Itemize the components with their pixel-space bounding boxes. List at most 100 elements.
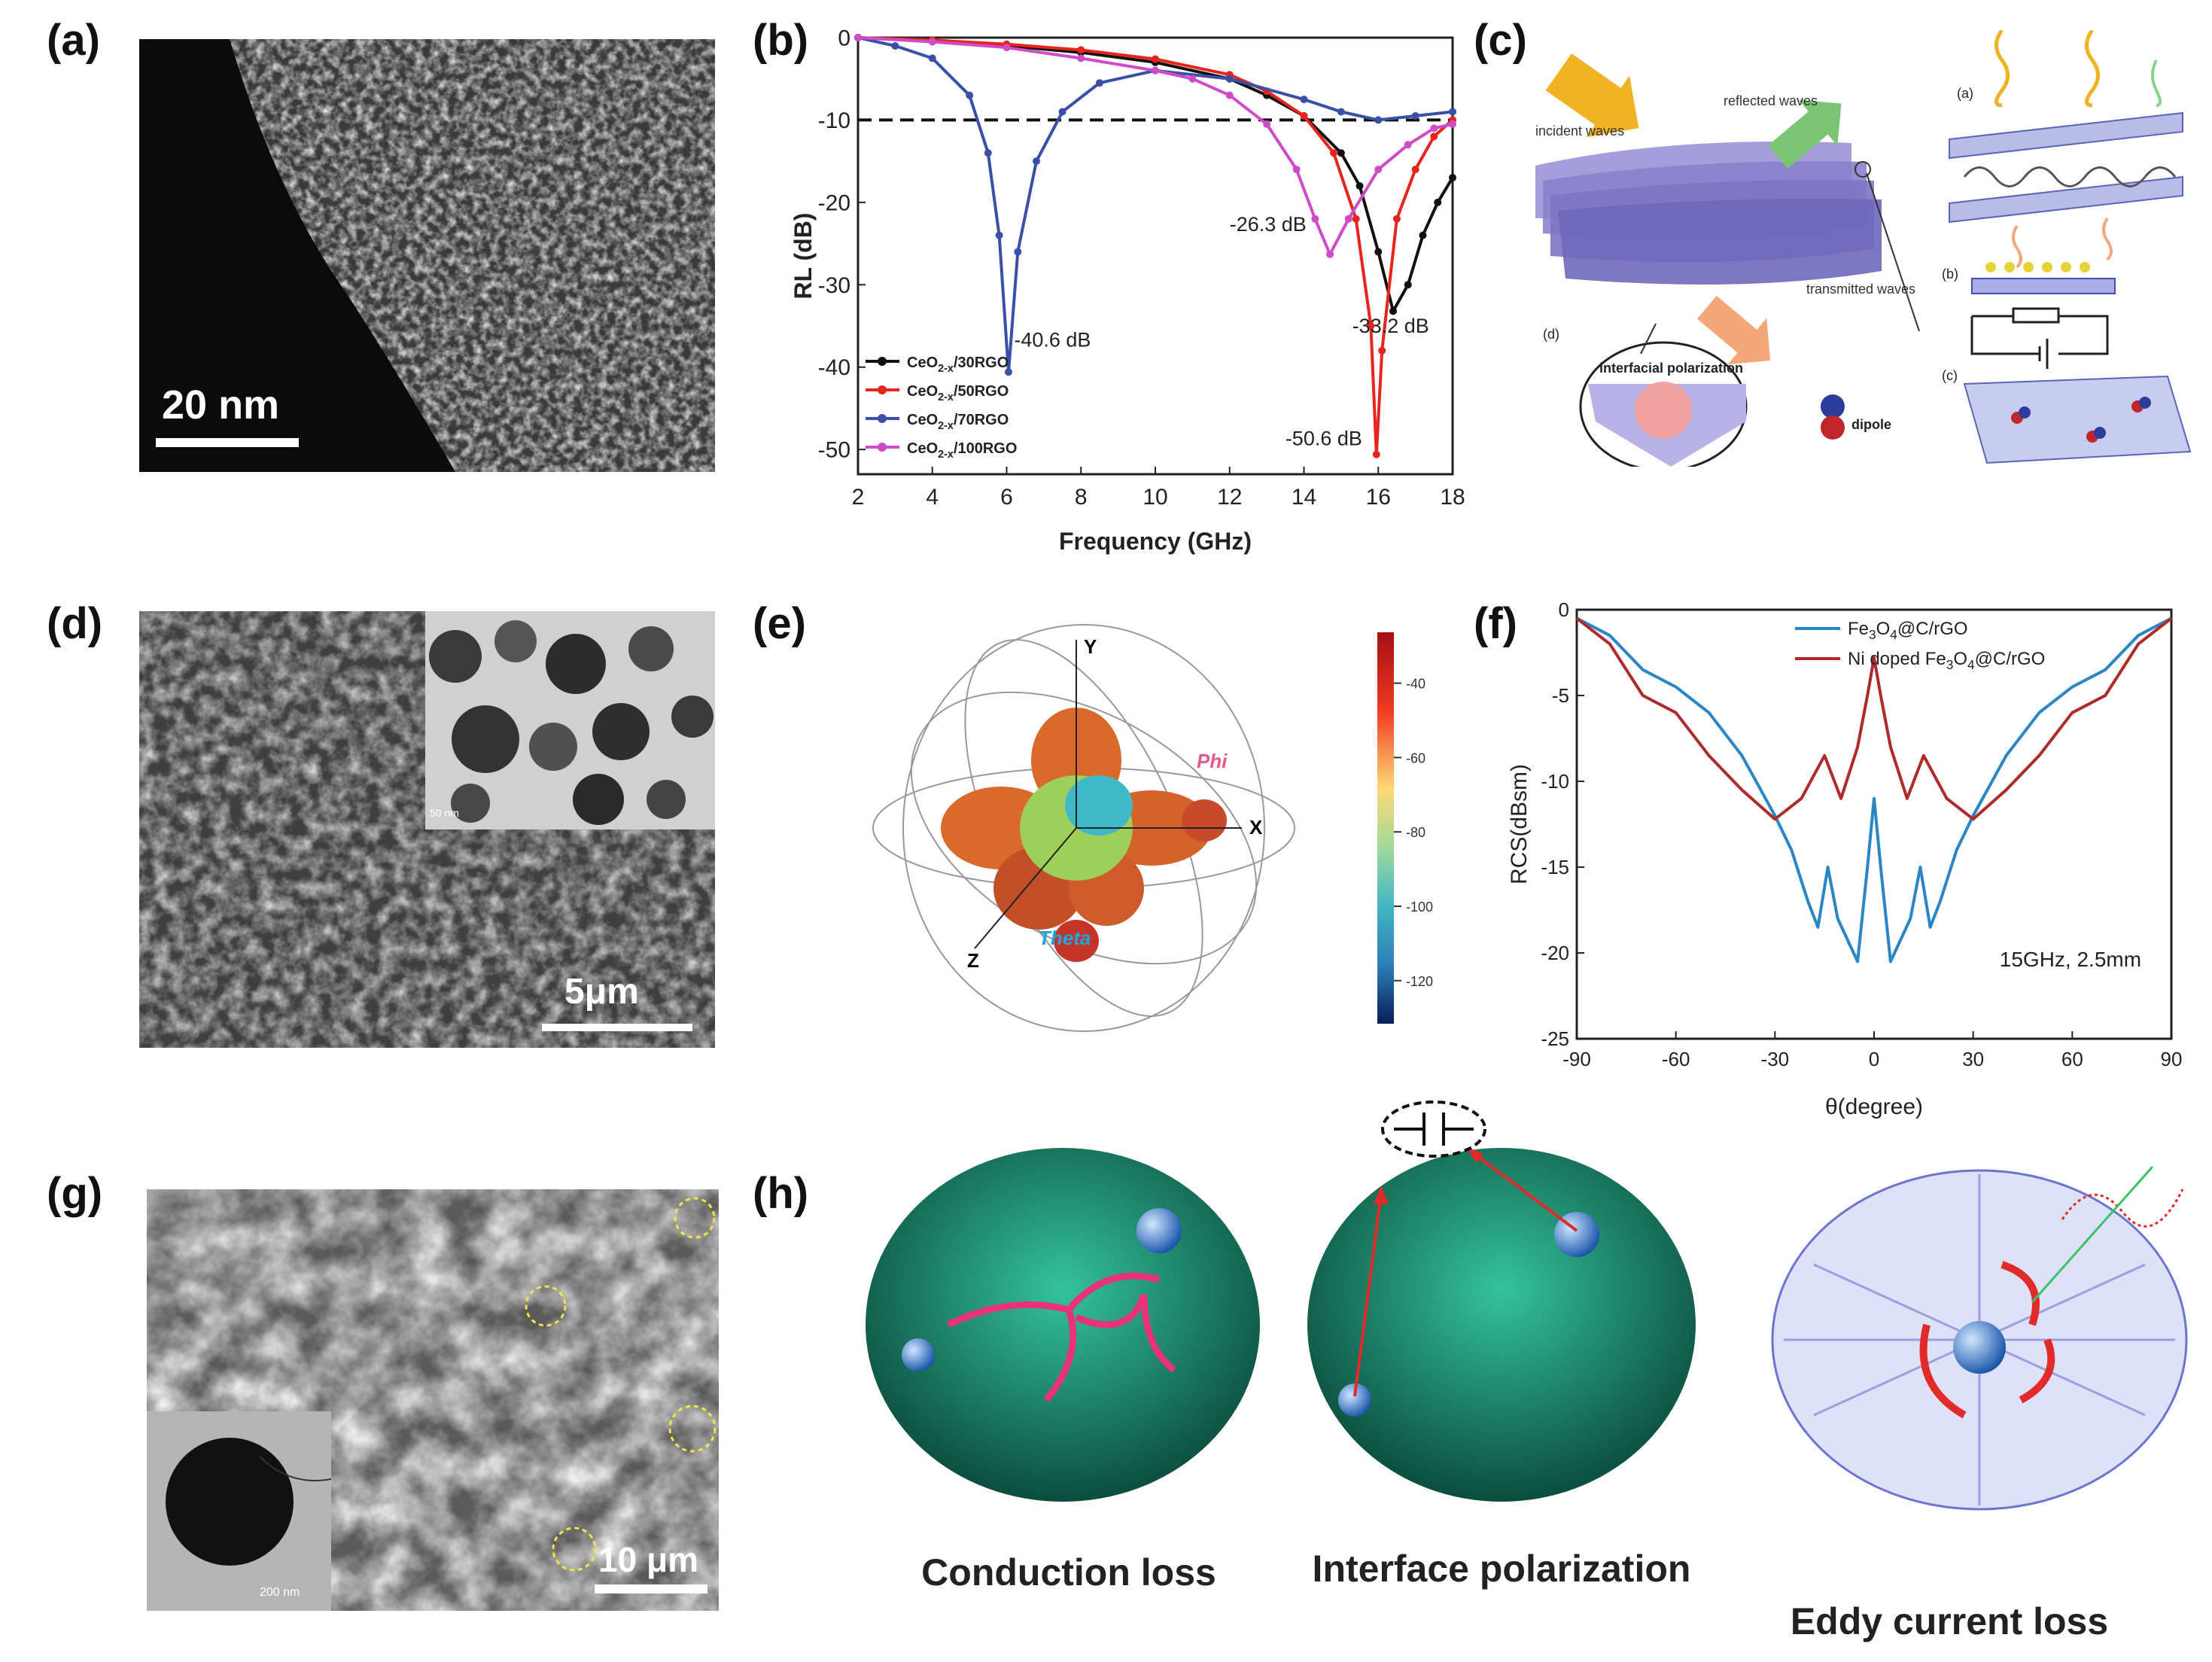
series-point-0 [1374,248,1383,256]
caption-interface-polarization: Interface polarization [1312,1548,1691,1590]
sub-label-b: (b) [1942,266,1958,282]
x-tick-label: 90 [2161,1048,2183,1070]
series-point-2 [995,231,1003,239]
series-point-3 [1077,54,1085,62]
tem-inset-g: 200 nm [147,1411,331,1611]
colorbar-tick-label: -120 [1406,974,1433,989]
legend-marker-2 [878,414,887,423]
series-point-0 [1449,174,1456,182]
y-tick-label: -50 [818,438,850,463]
series-line-1 [1575,616,2173,821]
series-point-1 [1378,346,1386,355]
capacitor-symbol [1381,1100,1486,1158]
series-point-3 [1374,166,1383,174]
y-axis-label: RL (dB) [790,213,817,300]
series-line-2 [857,36,1453,374]
y-tick-label: -10 [818,108,850,133]
incident-arrow [1545,53,1639,138]
x-tick-label: -60 [1662,1048,1690,1070]
series-point-3 [1404,141,1412,149]
series-point-0 [1389,307,1397,315]
colorbar-tick-label: -80 [1406,825,1425,840]
series-point-0 [1419,231,1427,239]
series-point-2 [1411,111,1419,120]
dipole-inset-c: (c) [1942,368,2192,464]
dipole-label: dipole [1851,417,1891,432]
series-point-2 [1300,96,1308,104]
series-point-1 [1367,322,1375,330]
colorbar-tick-label: -40 [1406,677,1425,692]
legend-entry-0: Fe3O4@C/rGO [1848,619,1968,642]
series-point-0 [1337,149,1345,157]
theta-label: Theta [1039,927,1091,949]
incident-label: incident waves [1535,123,1624,138]
series-point-1 [1411,166,1419,174]
series-point-2 [1004,368,1012,376]
scale-bar-g [595,1584,707,1594]
series-point-2 [891,41,899,50]
x-tick-label: 0 [1869,1048,1879,1070]
series-point-2 [1058,108,1066,116]
series-point-2 [928,54,936,62]
scale-label-a: 20 nm [162,382,280,428]
colorbar-tick-label: -60 [1406,750,1425,766]
series-line-3 [857,36,1453,256]
series-line-0 [1576,616,2172,963]
panel-label-b: (b) [753,16,809,65]
axis-x-label: X [1249,816,1263,839]
scale-label-d: 5μm [564,972,639,1012]
sem-image-d: 50 nm 5μm [139,611,715,1048]
scale-label-g: 10 μm [598,1540,698,1579]
y-tick-label: 0 [838,26,850,51]
y-tick-label: -5 [1552,684,1569,707]
annotation-a1: -40.6 dB [1014,328,1091,351]
series-point-3 [1430,124,1438,132]
panel-label-a: (a) [47,16,100,65]
x-tick-label: 60 [2061,1048,2083,1070]
x-tick-label: 8 [1075,485,1088,510]
series-point-3 [1152,66,1159,75]
series-point-3 [1263,120,1271,128]
series-point-2 [966,91,974,99]
scale-bar-a [156,438,299,447]
series-point-1 [1392,215,1401,223]
series-point-3 [854,34,862,41]
interface-polarization-sphere [1307,1147,1696,1502]
series-point-3 [1188,75,1197,83]
panel-label-g: (g) [47,1169,103,1218]
x-tick-label: -90 [1562,1048,1591,1070]
x-tick-label: 30 [1962,1048,1984,1070]
series-point-0 [1404,281,1412,289]
sub-label-d: (d) [1543,327,1559,342]
series-point-1 [1352,215,1360,223]
x-tick-label: 14 [1292,485,1316,510]
series-point-2 [1014,248,1022,256]
transmitted-label: transmitted waves [1806,282,1915,297]
panel-label-c: (c) [1474,16,1527,65]
panel-label-d: (d) [47,599,103,648]
x-tick-label: 4 [926,485,939,510]
series-point-3 [1292,166,1301,174]
legend-entry-3: CeO2-x/100RGO [907,440,1017,461]
sub-label-a: (a) [1957,86,1973,101]
series-point-1 [1372,450,1380,458]
tem-texture-a [139,39,715,472]
series-line-0 [857,36,1454,313]
series-point-0 [1434,198,1442,206]
x-axis-label: Frequency (GHz) [1059,528,1252,555]
y-tick-label: -10 [1541,770,1569,793]
series-point-3 [1311,215,1319,223]
inset-scale-label-d: 50 nm [430,807,459,819]
plot-frame [1575,608,2173,1040]
series-point-2 [1337,108,1345,116]
particle [1635,382,1692,439]
y-tick-label: -40 [818,355,850,380]
legend-entry-2: CeO2-x/70RGO [907,412,1009,432]
tem-image-a: 20 nm [139,39,715,472]
x-tick-label: 6 [1000,485,1013,510]
annotation-condition: 15GHz, 2.5mm [2000,948,2141,971]
series-point-1 [1077,46,1085,54]
y-tick-label: -20 [818,190,850,215]
series-point-3 [1326,250,1334,258]
reflected-label: reflected waves [1724,93,1818,108]
